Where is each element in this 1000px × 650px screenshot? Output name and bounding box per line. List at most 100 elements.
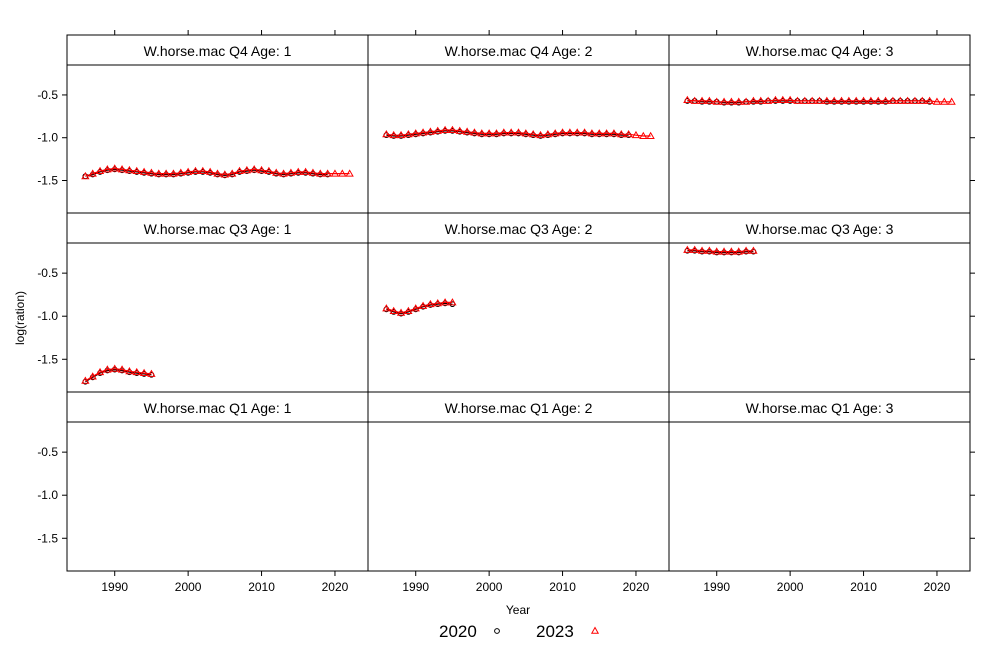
data-point	[220, 170, 230, 178]
panel-strip	[368, 35, 669, 65]
data-point	[785, 95, 795, 104]
data-point	[272, 168, 281, 176]
data-point	[866, 96, 876, 104]
data-point	[734, 247, 743, 255]
y-tick-label: -1.5	[37, 173, 58, 187]
series-2023	[81, 164, 354, 180]
data-point	[881, 96, 890, 104]
data-point	[470, 128, 479, 136]
data-point	[132, 367, 141, 376]
data-point	[932, 97, 942, 105]
y-tick-label: -1.0	[37, 309, 58, 323]
data-point	[404, 306, 413, 315]
data-point	[433, 298, 442, 307]
data-point	[712, 247, 721, 255]
data-point	[198, 166, 207, 175]
panel: W.horse.mac Q1 Age: 3	[668, 391, 971, 572]
data-point	[161, 169, 171, 177]
data-point	[595, 129, 604, 137]
panel: W.horse.mac Q4 Age: 3	[668, 34, 971, 214]
data-point	[132, 166, 141, 175]
panel-strip	[67, 35, 368, 65]
data-point	[183, 167, 193, 175]
data-point	[690, 245, 699, 253]
panel-title: W.horse.mac Q4 Age: 2	[445, 43, 593, 59]
data-point	[228, 169, 237, 177]
data-point	[925, 96, 934, 104]
data-point	[624, 129, 633, 138]
panel-strip	[669, 213, 970, 243]
panel: W.horse.mac Q3 Age: 1	[66, 212, 369, 393]
data-point	[727, 97, 736, 105]
data-point	[580, 128, 589, 136]
data-point	[382, 129, 391, 138]
data-point	[169, 169, 178, 177]
data-point	[235, 166, 244, 175]
data-point	[830, 96, 839, 104]
data-point	[852, 96, 861, 104]
data-point	[741, 246, 751, 254]
series-2023	[382, 298, 457, 316]
data-point	[426, 299, 435, 308]
data-point	[205, 167, 215, 175]
data-point	[492, 129, 501, 137]
data-point	[558, 128, 567, 136]
data-point	[521, 129, 531, 137]
data-point	[308, 168, 318, 176]
series-2023	[683, 95, 956, 105]
data-point	[815, 96, 824, 104]
data-point	[396, 308, 406, 316]
panel: W.horse.mac Q4 Age: 1	[66, 34, 369, 214]
data-point	[940, 97, 949, 105]
data-point	[147, 168, 156, 176]
series-2023	[382, 125, 655, 139]
y-tick-label: -0.5	[37, 445, 58, 459]
data-point	[499, 128, 508, 136]
panel-title: W.horse.mac Q1 Age: 2	[445, 400, 593, 416]
series-line	[687, 249, 754, 253]
panel-title: W.horse.mac Q3 Age: 3	[746, 221, 894, 237]
panel-title: W.horse.mac Q4 Age: 1	[144, 43, 292, 59]
panel: W.horse.mac Q3 Age: 2	[367, 212, 670, 393]
legend-label-2020: 2020	[439, 622, 477, 641]
legend: 2020 2023	[439, 622, 600, 641]
x-tick-label: 2010	[549, 580, 576, 594]
legend-marker-2023	[590, 626, 600, 634]
data-point	[448, 125, 457, 133]
panel: W.horse.mac Q1 Age: 2	[367, 391, 670, 572]
data-point	[697, 246, 707, 254]
data-point	[125, 367, 134, 375]
data-point	[573, 128, 582, 136]
data-point	[727, 247, 736, 255]
data-point	[147, 369, 156, 377]
data-point	[426, 127, 435, 135]
data-point	[910, 96, 920, 104]
data-point	[609, 129, 619, 137]
data-point	[947, 97, 956, 105]
data-point	[756, 96, 765, 104]
panels-layer: W.horse.mac Q4 Age: 1 W.horse.mac Q4 Age:…	[66, 34, 971, 572]
series-2023	[683, 245, 758, 255]
data-point	[514, 128, 523, 136]
data-point	[382, 304, 391, 312]
data-point	[712, 97, 721, 105]
y-tick-label: -1.5	[37, 531, 58, 545]
data-point	[749, 246, 758, 254]
data-point	[294, 167, 303, 175]
data-point	[793, 96, 802, 104]
panel-strip	[67, 392, 368, 422]
panel-title: W.horse.mac Q3 Age: 2	[445, 221, 593, 237]
data-point	[455, 126, 464, 134]
series-line	[85, 167, 350, 177]
data-point	[440, 125, 450, 133]
data-point	[822, 96, 832, 104]
data-point	[95, 367, 105, 376]
data-point	[587, 129, 597, 137]
data-point	[903, 96, 912, 104]
data-point	[250, 165, 259, 173]
data-point	[301, 167, 310, 175]
data-point	[683, 245, 692, 253]
data-point	[411, 129, 420, 137]
data-point	[477, 129, 486, 137]
x-tick-label: 2000	[476, 580, 503, 594]
